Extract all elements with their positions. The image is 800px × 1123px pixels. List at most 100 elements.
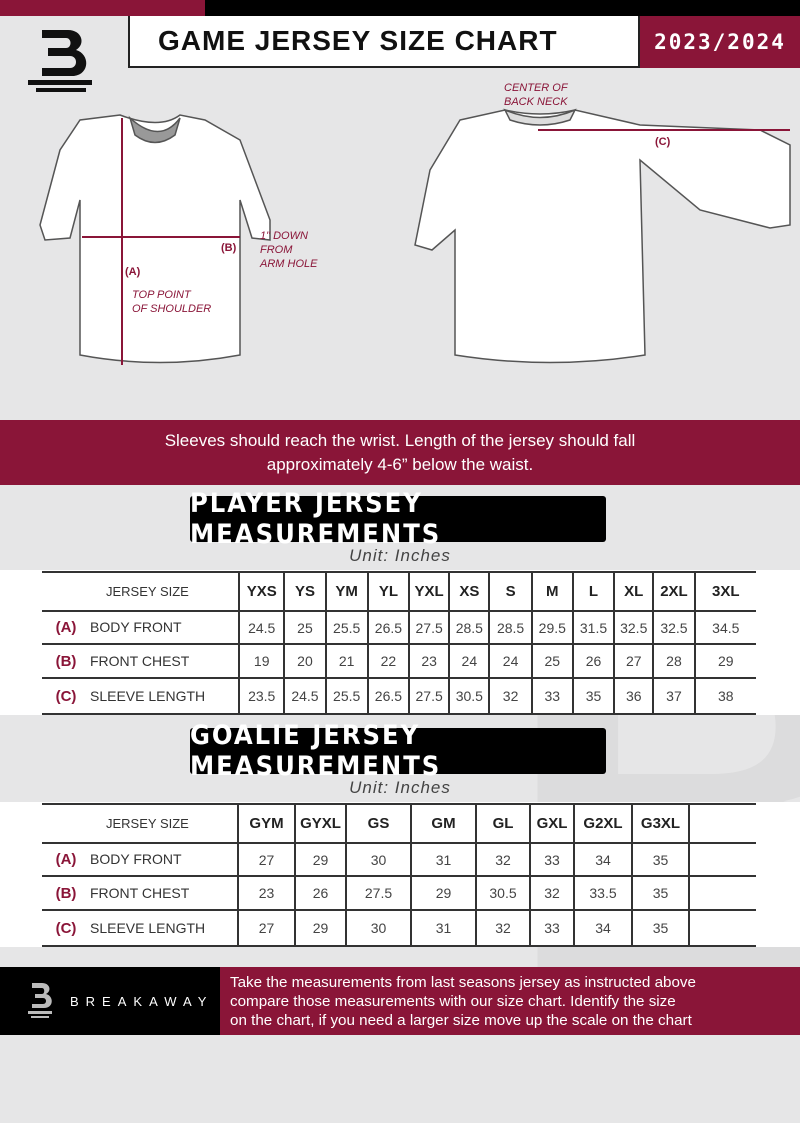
- measurement-value: 35: [571, 677, 616, 715]
- size-header: YL: [366, 571, 411, 612]
- season-badge: 2023/2024: [640, 16, 800, 68]
- measurement-value: 32.5: [613, 610, 655, 645]
- brand-name: BREAKAWAY: [70, 994, 214, 1009]
- top-accent-strip: [0, 0, 205, 16]
- measurement-letter: (A): [55, 851, 77, 868]
- measurement-value: 29: [294, 842, 347, 877]
- measurement-value: 23: [237, 875, 296, 911]
- measurement-value: 19: [238, 643, 286, 679]
- note-b: 1" DOWN FROM ARM HOLE: [260, 230, 318, 270]
- measurement-value: 28.5: [488, 610, 533, 645]
- table-row: (B) FRONT CHEST 19 20 21 22 23 24 24 25 26 27 28 29: [42, 643, 756, 679]
- measurement-value: 28: [652, 643, 696, 679]
- measurement-value: 24: [448, 643, 491, 679]
- measurement-value: 33: [529, 842, 575, 877]
- measurement-value: 30: [345, 842, 412, 877]
- measurement-value: [688, 842, 756, 877]
- breakaway-logo: [28, 30, 92, 92]
- player-size-table: JERSEY SIZE YXS YS YM YL YXL XS S M L XL 2XL 3XL (A) B…: [42, 571, 756, 715]
- measurement-value: 21: [324, 643, 369, 679]
- size-header: S: [488, 571, 533, 612]
- goalie-section-title: GOALIE JERSEY MEASUREMENTS: [190, 720, 606, 782]
- measurement-value: 27: [237, 909, 296, 947]
- measurement-value: 29: [410, 875, 477, 911]
- measurement-value: 37: [652, 677, 696, 715]
- measurement-value: 27: [613, 643, 655, 679]
- size-header: YXL: [408, 571, 451, 612]
- measurement-value: 25.5: [324, 610, 369, 645]
- jersey-size-header: JERSEY SIZE: [42, 803, 239, 844]
- size-header: [688, 803, 756, 844]
- measurement-value: 26.5: [366, 677, 411, 715]
- measurement-letter: (A): [55, 619, 77, 636]
- measurement-value: 29: [693, 643, 756, 679]
- jersey-size-header: JERSEY SIZE: [42, 571, 241, 612]
- goalie-unit: Unit: Inches: [349, 778, 451, 797]
- measurement-value: [688, 875, 756, 911]
- size-header: M: [530, 571, 574, 612]
- measurement-value: 24.5: [238, 610, 286, 645]
- measurement-value: 24.5: [283, 677, 327, 715]
- measurement-value: 26.5: [366, 610, 411, 645]
- top-black-strip: [205, 0, 800, 16]
- measurement-value: 35: [631, 875, 690, 911]
- size-header: 3XL: [693, 571, 756, 612]
- size-header: XL: [613, 571, 655, 612]
- measurement-value: 33.5: [573, 875, 633, 911]
- measurement-value: 20: [283, 643, 327, 679]
- note-a: TOP POINT OF SHOULDER: [132, 289, 212, 315]
- table-header-row: JERSEY SIZE YXS YS YM YL YXL XS S M L XL 2XL 3XL: [42, 571, 756, 612]
- measurement-value: 33: [529, 909, 575, 947]
- page-title: GAME JERSEY SIZE CHART: [128, 16, 640, 68]
- size-header: L: [571, 571, 616, 612]
- table-row: (A) BODY FRONT 24.5 25 25.5 26.5 27.5 28.5 28.5 2…: [42, 610, 756, 645]
- measurement-value: 31: [410, 909, 477, 947]
- size-header: XS: [448, 571, 491, 612]
- measurement-label: (C) SLEEVE LENGTH: [42, 677, 241, 715]
- measurement-label: (A) BODY FRONT: [42, 610, 241, 645]
- size-header: GS: [345, 803, 412, 844]
- size-header: GYXL: [294, 803, 347, 844]
- measurement-value: 35: [631, 842, 690, 877]
- size-header: YXS: [238, 571, 286, 612]
- measurement-letter: (B): [55, 884, 77, 902]
- measurement-value: 31: [410, 842, 477, 877]
- size-header: GYM: [237, 803, 296, 844]
- player-section-title: PLAYER JERSEY MEASUREMENTS: [190, 488, 606, 550]
- note-c: CENTER OF BACK NECK: [504, 82, 568, 108]
- measurement-value: 27.5: [408, 677, 451, 715]
- measurement-value: 30.5: [448, 677, 491, 715]
- measurement-label: (B) FRONT CHEST: [42, 875, 239, 911]
- measurement-value: 26: [571, 643, 616, 679]
- footer-instructions: Take the measurements from last seasons …: [220, 967, 800, 1035]
- measurement-value: 33: [530, 677, 574, 715]
- goalie-size-table: JERSEY SIZE GYM GYXL GS GM GL GXL G2XL G3XL (A) BO…: [42, 803, 756, 947]
- measurement-value: 29.5: [530, 610, 574, 645]
- measurement-letter: (C): [55, 919, 77, 937]
- measurement-value: 29: [294, 909, 347, 947]
- breakaway-logo-small: [28, 983, 52, 1018]
- measurement-value: 30: [345, 909, 412, 947]
- jersey-diagram: [39, 108, 791, 365]
- measurement-value: 32: [488, 677, 533, 715]
- measurement-value: [688, 909, 756, 947]
- measurement-value: 24: [488, 643, 533, 679]
- measurement-letter: (B): [55, 652, 77, 670]
- size-header: G3XL: [631, 803, 690, 844]
- label-a: (A): [125, 266, 141, 278]
- table-row: (C) SLEEVE LENGTH 23.5 24.5 25.5 26.5 27.5 30.5…: [42, 677, 756, 715]
- fit-instructions-band: Sleeves should reach the wrist. Length o…: [0, 420, 800, 485]
- measurement-value: 38: [693, 677, 756, 715]
- measurement-letter: (C): [55, 687, 77, 705]
- size-header: 2XL: [652, 571, 696, 612]
- measurement-value: 22: [366, 643, 411, 679]
- measurement-value: 32: [475, 909, 531, 947]
- measurement-label: (C) SLEEVE LENGTH: [42, 909, 239, 947]
- measurement-value: 31.5: [571, 610, 616, 645]
- footer-brand-panel: [0, 967, 220, 1035]
- measurement-value: 28.5: [448, 610, 491, 645]
- label-b: (B): [221, 242, 237, 254]
- measurement-value: 26: [294, 875, 347, 911]
- measurement-value: 27: [237, 842, 296, 877]
- table-row: (C) SLEEVE LENGTH 27 29 30 31 32 33 34 35: [42, 909, 756, 947]
